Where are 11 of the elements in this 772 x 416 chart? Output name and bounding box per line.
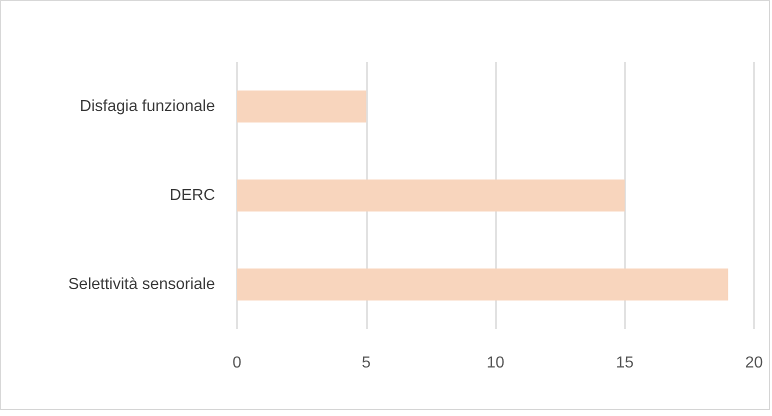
y-tick-label: Selettività sensoriale — [68, 276, 216, 293]
x-tick-label: 10 — [486, 354, 504, 372]
bar — [237, 268, 728, 301]
x-tick-label: 0 — [232, 354, 242, 372]
y-tick-label: DERC — [170, 187, 215, 204]
x-tick-label: 20 — [745, 354, 763, 372]
x-tick-label: 5 — [362, 354, 371, 372]
bar — [237, 90, 366, 123]
y-tick-label: Disfagia funzionale — [80, 98, 216, 115]
bar — [237, 179, 625, 212]
x-tick-label: 15 — [616, 354, 634, 372]
